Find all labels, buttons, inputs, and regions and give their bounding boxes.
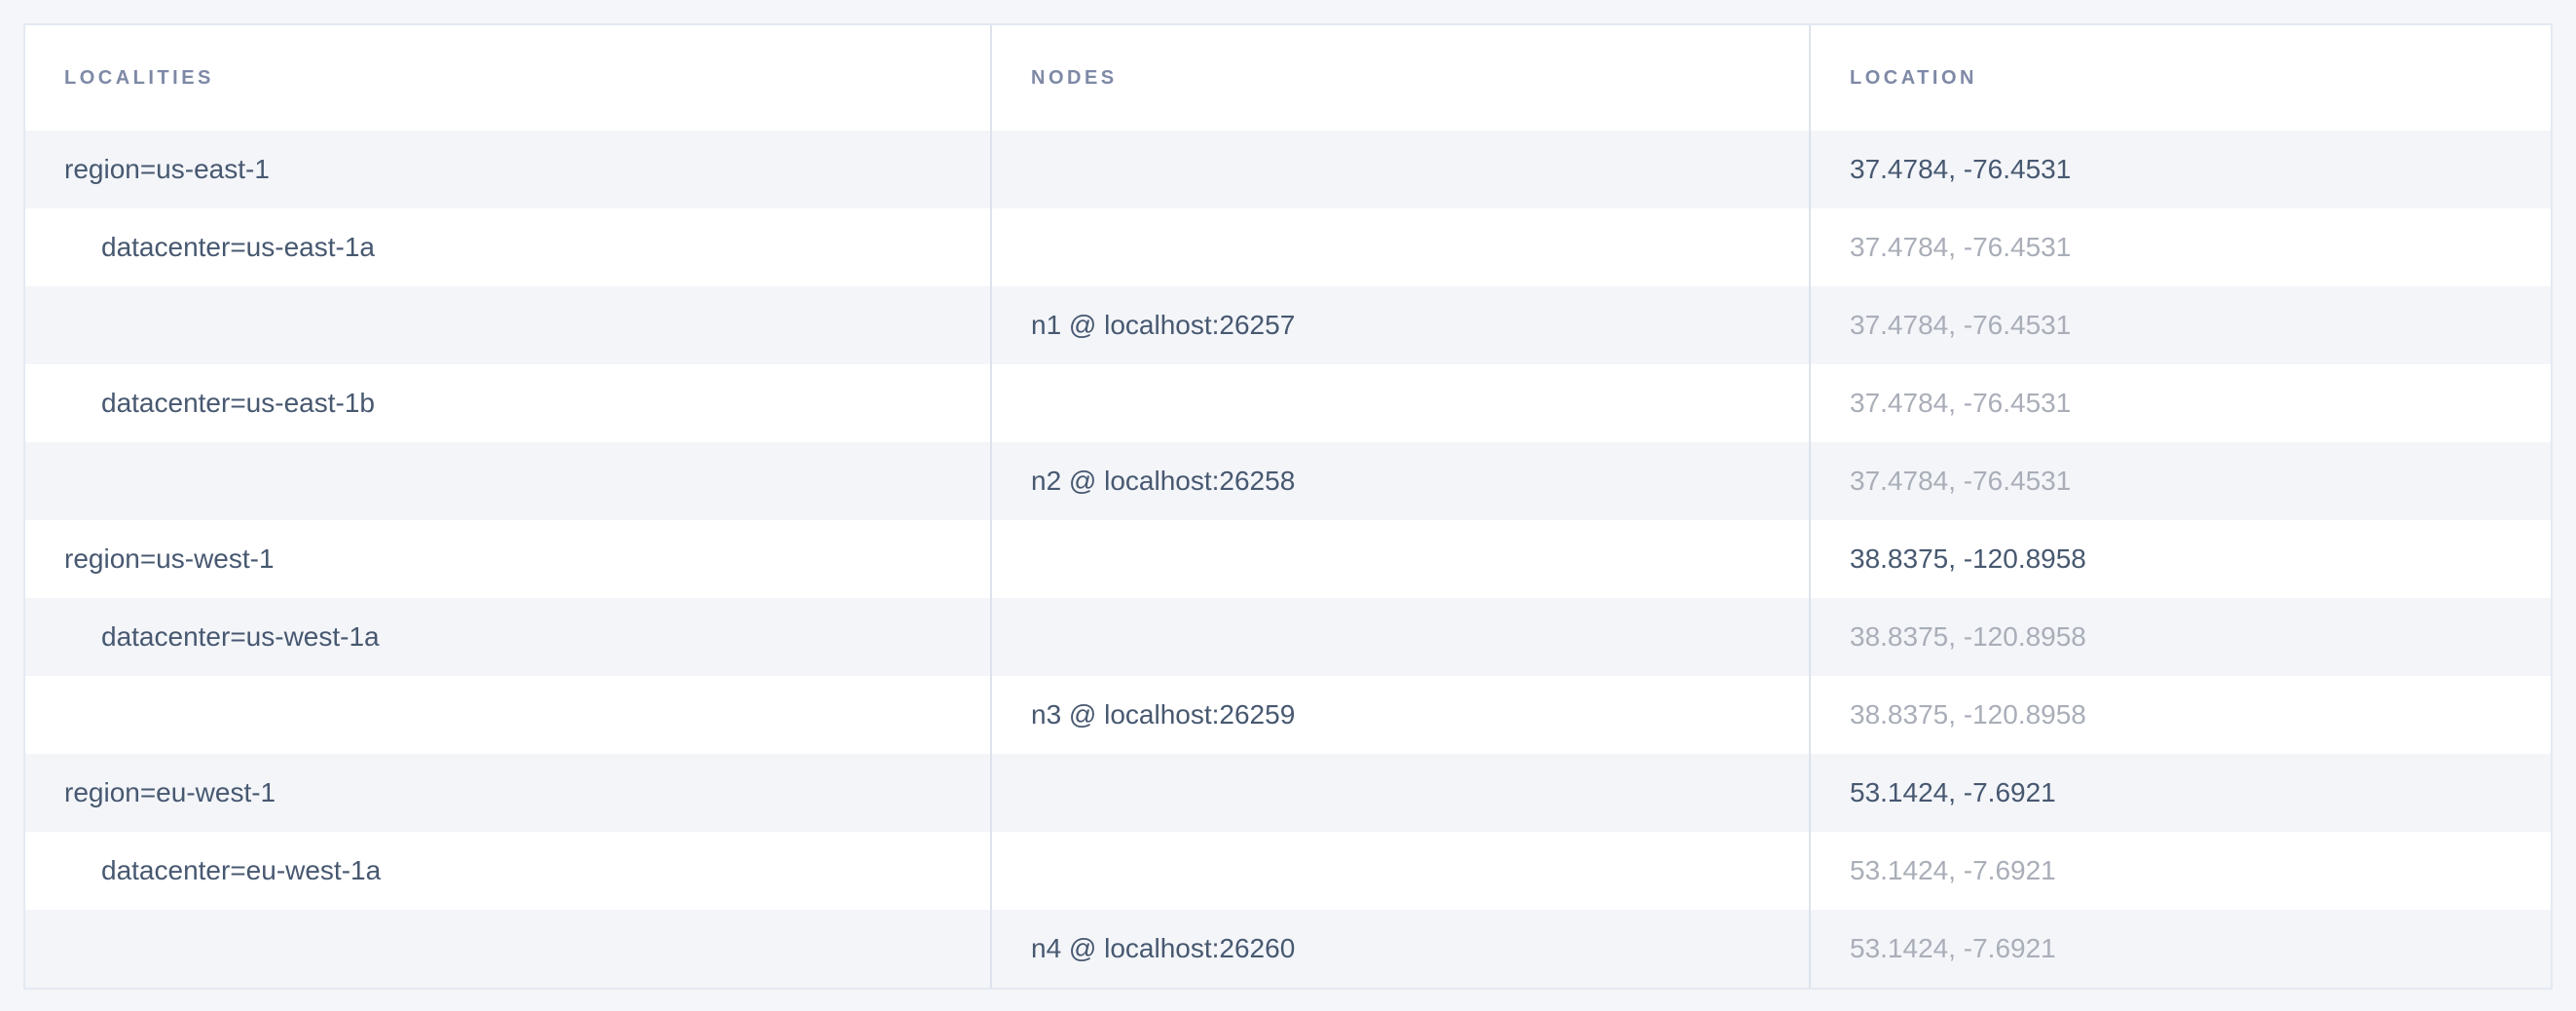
location-cell: 53.1424, -7.6921 — [1809, 910, 2551, 988]
node-cell — [990, 520, 1809, 598]
location-cell: 37.4784, -76.4531 — [1809, 286, 2551, 364]
location-cell: 38.8375, -120.8958 — [1809, 520, 2551, 598]
node-cell: n1 @ localhost:26257 — [990, 286, 1809, 364]
location-cell: 37.4784, -76.4531 — [1809, 442, 2551, 520]
locality-cell: datacenter=eu-west-1a — [25, 832, 990, 910]
locality-label: region=us-east-1 — [64, 154, 270, 184]
locality-label: datacenter=us-east-1b — [101, 388, 375, 418]
locality-cell: region=eu-west-1 — [25, 754, 990, 832]
locality-label: datacenter=us-east-1a — [101, 232, 375, 262]
locality-cell — [25, 676, 990, 754]
column-header-location: LOCATION — [1809, 25, 2551, 131]
table-row: region=us-east-1 37.4784, -76.4531 — [25, 131, 2551, 208]
location-cell: 37.4784, -76.4531 — [1809, 364, 2551, 442]
location-cell: 53.1424, -7.6921 — [1809, 754, 2551, 832]
location-cell: 37.4784, -76.4531 — [1809, 131, 2551, 208]
table-row: n1 @ localhost:26257 37.4784, -76.4531 — [25, 286, 2551, 364]
node-cell — [990, 754, 1809, 832]
table-row: n4 @ localhost:26260 53.1424, -7.6921 — [25, 910, 2551, 988]
table-row: datacenter=eu-west-1a 53.1424, -7.6921 — [25, 832, 2551, 910]
table-row: n2 @ localhost:26258 37.4784, -76.4531 — [25, 442, 2551, 520]
node-cell — [990, 208, 1809, 286]
location-cell: 53.1424, -7.6921 — [1809, 832, 2551, 910]
column-header-localities: LOCALITIES — [64, 66, 214, 89]
table-row: datacenter=us-east-1b 37.4784, -76.4531 — [25, 364, 2551, 442]
location-cell: 37.4784, -76.4531 — [1809, 208, 2551, 286]
locality-label: datacenter=eu-west-1a — [101, 855, 382, 885]
location-cell: 38.8375, -120.8958 — [1809, 598, 2551, 676]
table-header-row: LOCALITIES NODES LOCATION — [25, 25, 2551, 131]
localities-table-card: LOCALITIES NODES LOCATION region=us-east… — [23, 23, 2553, 990]
locality-cell: datacenter=us-east-1a — [25, 208, 990, 286]
table-row: region=eu-west-1 53.1424, -7.6921 — [25, 754, 2551, 832]
location-cell: 38.8375, -120.8958 — [1809, 676, 2551, 754]
node-cell — [990, 131, 1809, 208]
node-cell: n2 @ localhost:26258 — [990, 442, 1809, 520]
node-cell — [990, 832, 1809, 910]
locality-cell: datacenter=us-west-1a — [25, 598, 990, 676]
locality-label: region=us-west-1 — [64, 543, 275, 574]
locality-cell — [25, 286, 990, 364]
locality-label: region=eu-west-1 — [64, 777, 276, 807]
table-row: region=us-west-1 38.8375, -120.8958 — [25, 520, 2551, 598]
locality-cell: region=us-west-1 — [25, 520, 990, 598]
table-row: n3 @ localhost:26259 38.8375, -120.8958 — [25, 676, 2551, 754]
locality-cell — [25, 442, 990, 520]
node-cell — [990, 364, 1809, 442]
table-body: region=us-east-1 37.4784, -76.4531 datac… — [25, 131, 2551, 988]
node-cell — [990, 598, 1809, 676]
table-row: datacenter=us-west-1a 38.8375, -120.8958 — [25, 598, 2551, 676]
table-row: datacenter=us-east-1a 37.4784, -76.4531 — [25, 208, 2551, 286]
locality-cell — [25, 910, 990, 988]
locality-cell: region=us-east-1 — [25, 131, 990, 208]
column-header-nodes: NODES — [990, 25, 1809, 131]
locality-cell: datacenter=us-east-1b — [25, 364, 990, 442]
locality-label: datacenter=us-west-1a — [101, 621, 380, 652]
node-cell: n3 @ localhost:26259 — [990, 676, 1809, 754]
node-cell: n4 @ localhost:26260 — [990, 910, 1809, 988]
